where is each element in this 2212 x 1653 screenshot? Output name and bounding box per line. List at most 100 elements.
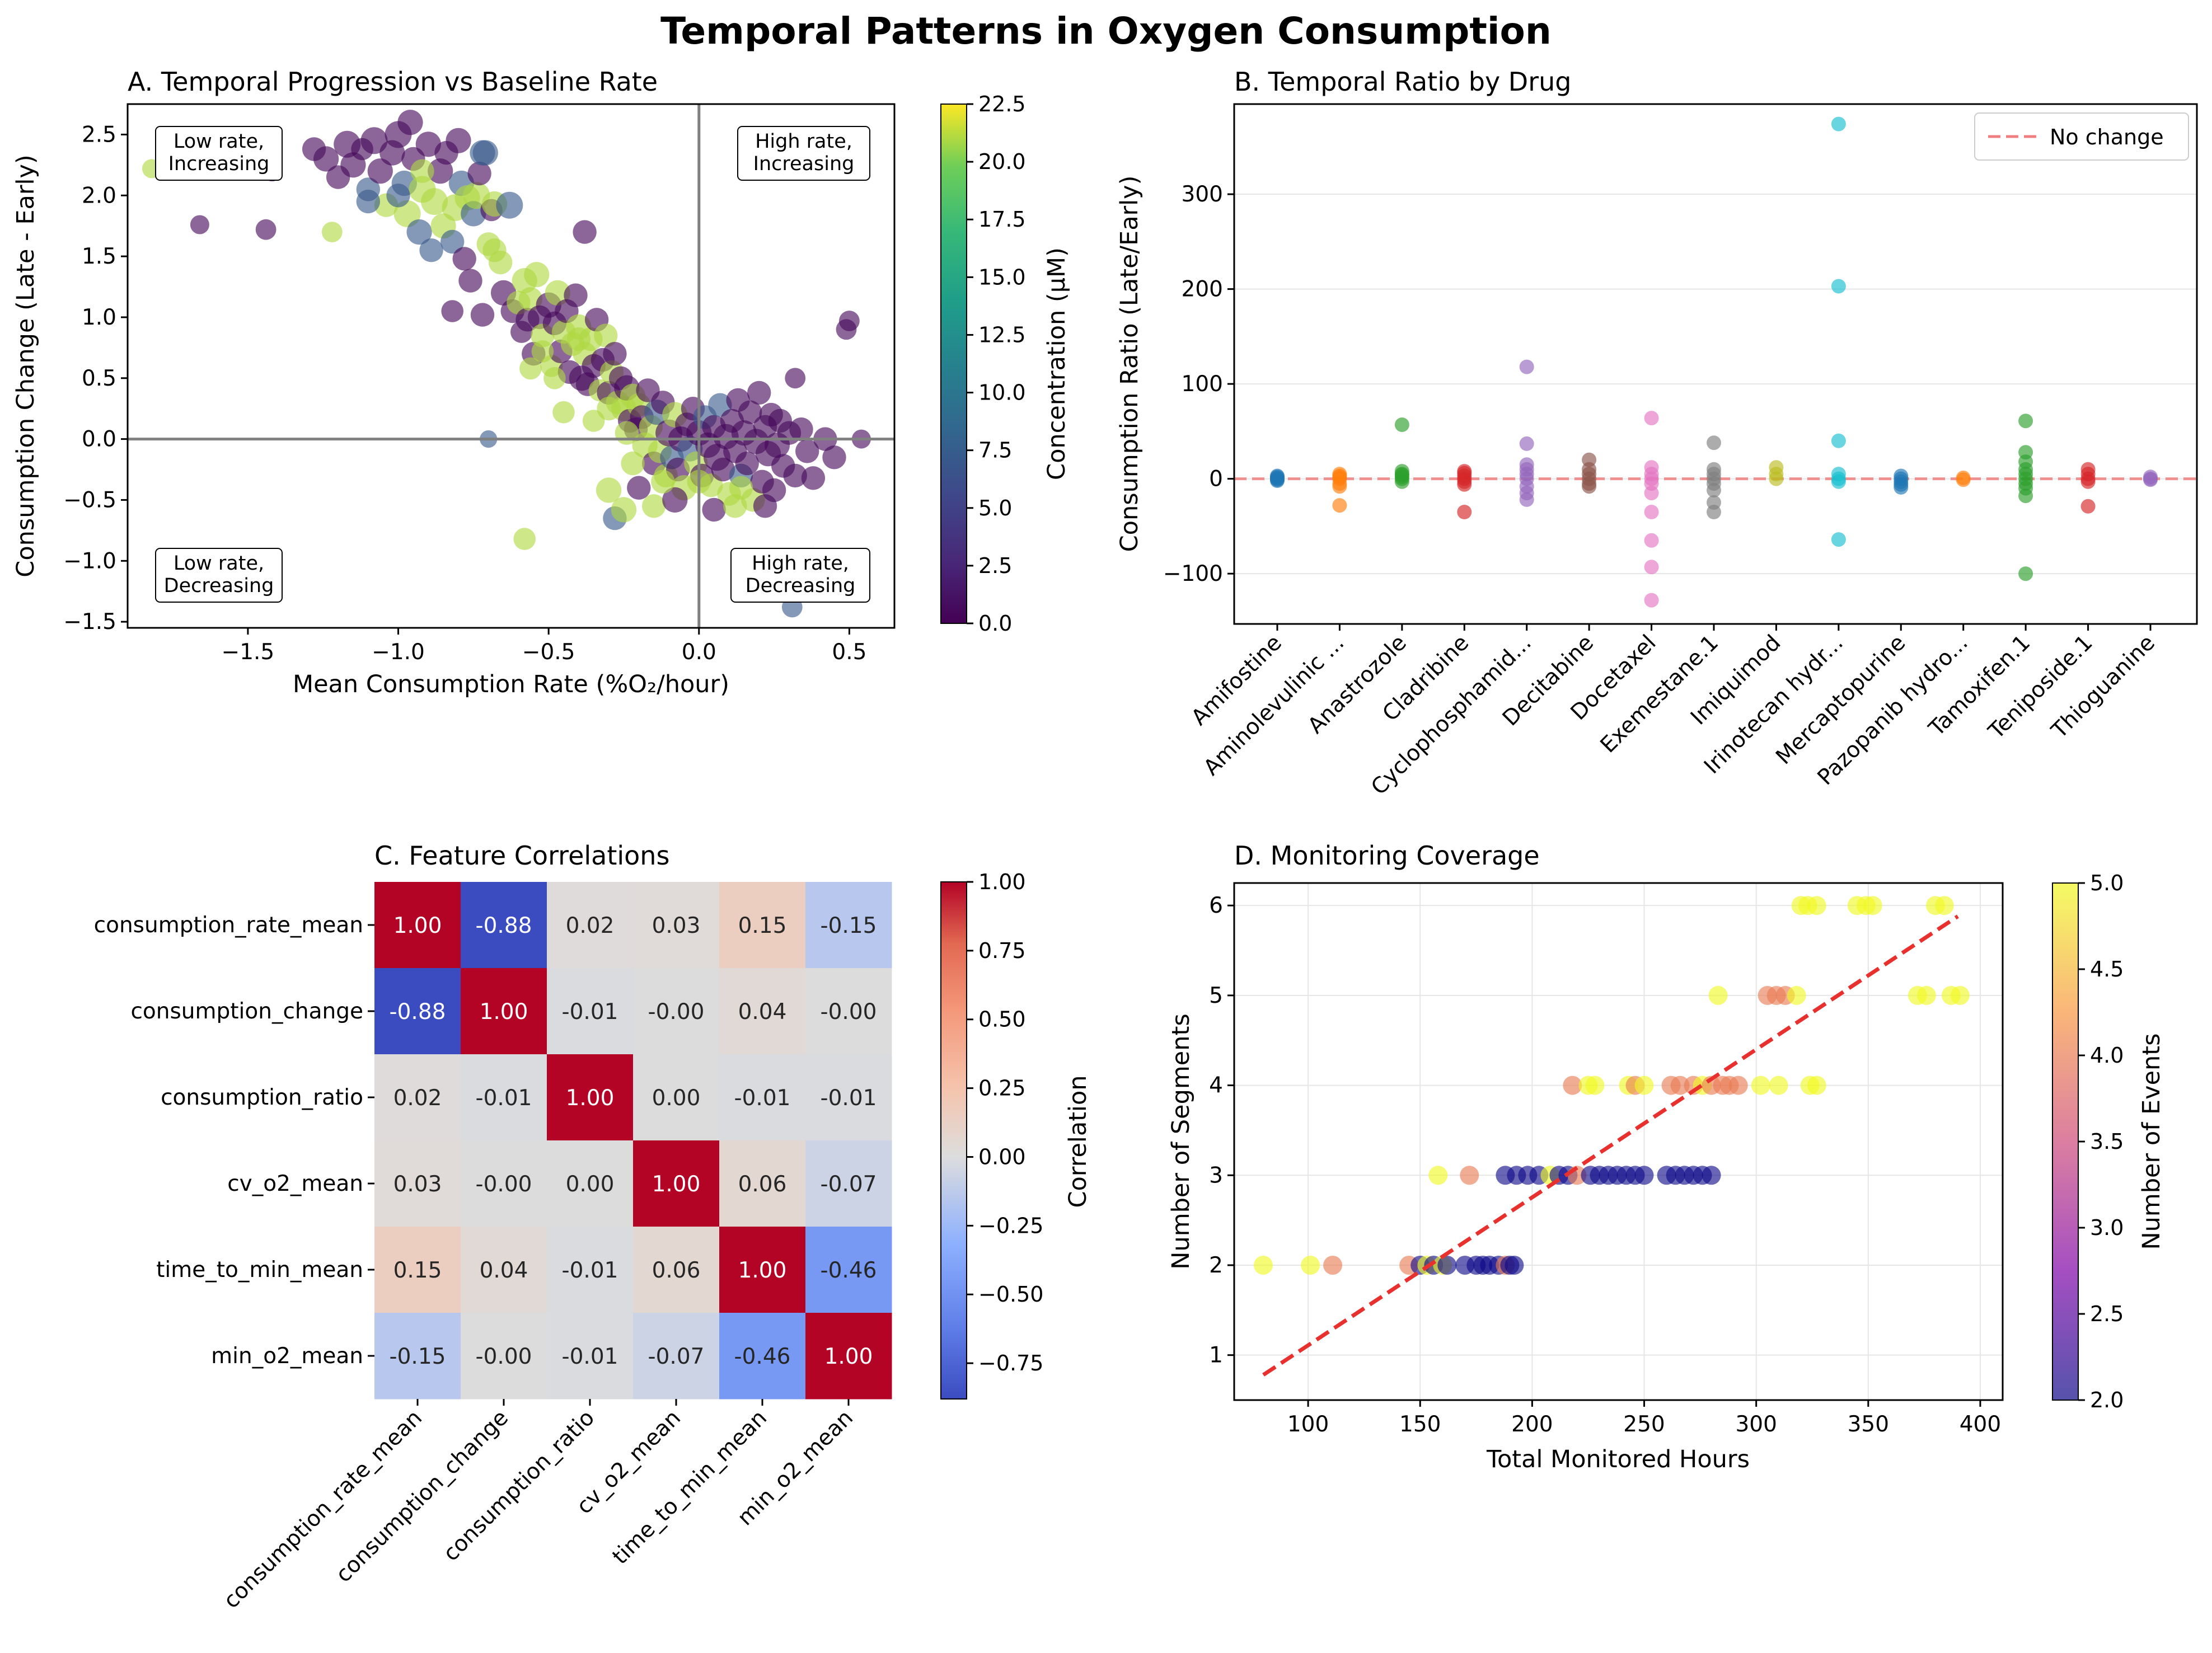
panel-b-point [2018,489,2033,504]
panel-c-heatmap-cell [461,968,547,1055]
panel-b-point [1394,417,1409,432]
panel-a-point [321,222,343,242]
panel-d-x-tick-label: 200 [1511,1412,1553,1437]
panel-a-point [603,342,627,366]
panel-b-ylabel: Consumption Ratio (Late/Early) [1116,176,1144,552]
panel-c-cell-value: 0.06 [738,1172,787,1197]
panel-d-colorbar-tick-label: 2.0 [2090,1388,2124,1412]
panel-c-cell-value: -0.07 [821,1172,877,1197]
panel-a-colorbar-tick-label: 7.5 [978,438,1012,463]
panel-c-title: C. Feature Correlations [374,840,669,871]
panel-d-point [1769,1076,1788,1095]
panel-b-point [1457,505,1472,519]
panel-c-heatmap-cell [461,1227,547,1313]
panel-c-colorbar-tick-label: 1.00 [978,870,1026,894]
panel-b-y-tick-label: 0 [1209,467,1223,492]
panel-a-x-tick-label: −1.0 [372,640,425,665]
panel-a-colorbar-ticks: 0.0 2.5 5.0 7.5 10.0 12.5 15.0 17.5 20.0 22.5 [967,92,1026,636]
panel-b-point [1831,532,1846,547]
panel-a-y-tick-label: 0.0 [82,427,116,452]
panel-c-cell-value: -0.46 [734,1344,791,1369]
panel-c-cell-value: 0.00 [566,1172,615,1197]
panel-c-cell-value: -0.00 [476,1172,532,1197]
panel-d-point [1428,1166,1448,1185]
panel-d-title: D. Monitoring Coverage [1234,840,1540,871]
panel-d-colorbar-tick-label: 2.5 [2090,1302,2124,1326]
panel-d-x-tick-label: 350 [1848,1412,1889,1437]
panel-d-point [1863,896,1882,915]
panel-d-point [1787,985,1806,1005]
panel-c-heatmap-cell [461,1054,547,1141]
panel-a-point [545,280,570,306]
panel-d-point [1708,985,1728,1005]
panel-a-point [621,451,645,476]
panel-c-heatmap-cell [374,1054,461,1141]
panel-a-quadrant-label: Low rate, [174,130,264,153]
panel-a-point [729,476,753,500]
panel-c-heatmap-cell [547,882,634,969]
panel-b-point [1519,436,1534,451]
panel-c-cell-value: 0.04 [738,999,787,1025]
panel-c-cell-value: -0.88 [476,913,532,938]
panel-c-cell-value: -0.15 [390,1344,446,1369]
panel-c-heatmap-cell [805,1140,892,1227]
panel-c-cell-value: -0.01 [562,1344,618,1369]
panel-c-colorbar-tick-label: 0.50 [978,1007,1026,1032]
panel-c-heatmap-cell [805,1227,892,1313]
panel-d-point [1563,1076,1582,1095]
panel-a-point [440,229,465,254]
panel-d-point [1634,1166,1654,1185]
panel-c-heatmap-cell [633,1313,720,1400]
panel-c-heatmap-cell [805,968,892,1055]
panel-a-point [573,220,597,244]
panel-b-point [1519,492,1534,507]
panel-a-point [735,451,759,476]
panel-c-cell-value: -0.00 [821,999,877,1025]
panel-c-colorbar-ticks: −0.75 −0.50 −0.25 0.00 0.25 0.50 0.75 1.00 [967,870,1043,1375]
panel-c-heatmap-cell [805,1313,892,1400]
panel-d-grid [1234,883,2003,1400]
panel-c-row-labels: consumption_rate_mean consumption_changec… [94,913,374,1369]
panel-c-cell-value: -0.01 [734,1086,791,1111]
panel-d-point [1254,1256,1273,1275]
panel-c-cell-value: 1.00 [480,999,528,1025]
panel-c-heatmap-cell [374,1227,461,1313]
panel-c-cell-value: 1.00 [652,1172,701,1197]
panel-a-point [597,397,621,421]
panel-a-colorbar-tick-label: 0.0 [978,611,1012,636]
panel-a-quadrant-label: High rate, [755,130,852,153]
panel-b-point [1831,116,1846,132]
panel-d-y-ticks: 1 2 3 4 5 6 [1209,893,1234,1368]
panel-d-x-tick-label: 100 [1287,1412,1329,1437]
panel-c-cell-value: -0.01 [562,999,618,1025]
panel-c-row-label: cv_o2_mean [227,1171,363,1196]
panel-a-point [446,128,471,153]
panel-a-point [531,340,554,363]
panel-d-point [1916,985,1936,1005]
panel-d-point [1751,1076,1770,1095]
panel-c-heatmap-cell [719,1054,806,1141]
panel-a-point [596,477,622,503]
panel-d-trend-line [1262,914,1959,1377]
panel-a-colorbar-tick-label: 2.5 [978,553,1012,578]
panel-c-cell-value: -0.00 [648,999,705,1025]
panel-a-colorbar-label: Concentration (μM) [1043,247,1071,480]
panel-c-heatmap-cell [633,1140,720,1227]
panel-b-point [2018,566,2033,581]
panel-b-point [2143,472,2158,487]
panel-b-point [1644,486,1659,501]
panel-a-reference-lines [128,104,894,628]
panel-d-colorbar-tick-label: 4.0 [2090,1043,2124,1068]
panel-a-colorbar [941,104,967,623]
panel-a-point [441,300,463,322]
panel-a-colorbar-tick-label: 5.0 [978,496,1012,520]
panel-b-point [2018,414,2033,429]
panel-a-quadrant-label: Decreasing [746,575,856,597]
panel-b-point [1644,411,1659,426]
panel-c-heatmap-cell [633,1227,720,1313]
panel-a-colorbar-frame [940,104,967,624]
panel-c-cell-value: 0.04 [480,1258,528,1283]
panel-b-point [1707,483,1721,497]
panel-a-point [397,110,423,135]
